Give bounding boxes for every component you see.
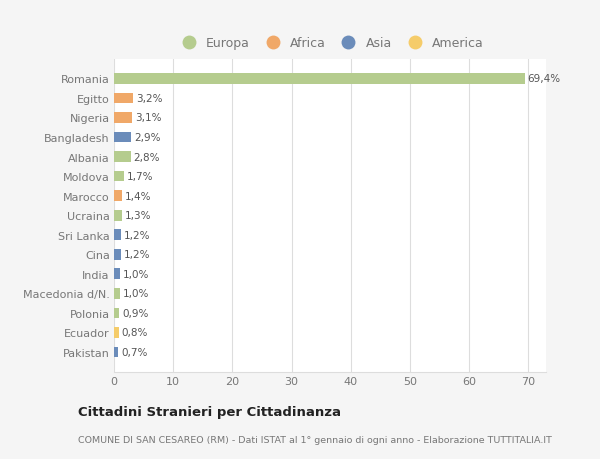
Bar <box>114 269 120 280</box>
Bar <box>114 347 118 358</box>
Bar <box>114 74 524 84</box>
Bar <box>114 210 122 221</box>
Text: 1,4%: 1,4% <box>125 191 152 201</box>
Bar <box>114 288 120 299</box>
Bar <box>114 308 119 319</box>
Text: 2,9%: 2,9% <box>134 133 161 143</box>
Text: 1,2%: 1,2% <box>124 250 151 260</box>
Bar <box>114 327 119 338</box>
Text: Cittadini Stranieri per Cittadinanza: Cittadini Stranieri per Cittadinanza <box>78 405 341 419</box>
Text: 2,8%: 2,8% <box>134 152 160 162</box>
Text: 0,9%: 0,9% <box>122 308 149 318</box>
Bar <box>114 152 131 162</box>
Bar <box>114 249 121 260</box>
Text: 3,1%: 3,1% <box>136 113 162 123</box>
Bar <box>114 191 122 202</box>
Bar <box>114 93 133 104</box>
Text: 1,7%: 1,7% <box>127 172 154 182</box>
Bar <box>114 230 121 241</box>
Bar <box>114 113 133 123</box>
Legend: Europa, Africa, Asia, America: Europa, Africa, Asia, America <box>173 35 487 53</box>
Text: 0,8%: 0,8% <box>122 328 148 338</box>
Text: 69,4%: 69,4% <box>527 74 561 84</box>
Text: 1,2%: 1,2% <box>124 230 151 240</box>
Bar <box>114 171 124 182</box>
Text: 3,2%: 3,2% <box>136 94 163 104</box>
Text: 1,3%: 1,3% <box>125 211 151 221</box>
Text: 1,0%: 1,0% <box>123 269 149 279</box>
Text: 0,7%: 0,7% <box>121 347 148 357</box>
Text: COMUNE DI SAN CESAREO (RM) - Dati ISTAT al 1° gennaio di ogni anno - Elaborazion: COMUNE DI SAN CESAREO (RM) - Dati ISTAT … <box>78 435 552 443</box>
Text: 1,0%: 1,0% <box>123 289 149 299</box>
Bar <box>114 132 131 143</box>
